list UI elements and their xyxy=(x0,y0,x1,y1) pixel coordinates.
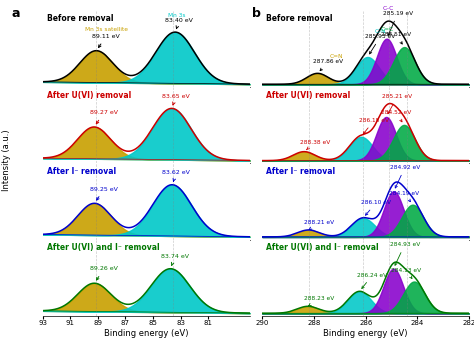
Text: 284.92 eV: 284.92 eV xyxy=(390,165,420,188)
Text: 284.19 eV: 284.19 eV xyxy=(389,191,419,202)
Text: 89.25 eV: 89.25 eV xyxy=(90,186,118,200)
Text: After U(VI) and I⁻ removal: After U(VI) and I⁻ removal xyxy=(266,244,379,252)
Text: After U(VI) and I⁻ removal: After U(VI) and I⁻ removal xyxy=(47,244,159,252)
Text: 89.11 eV: 89.11 eV xyxy=(92,34,120,48)
Text: 285.19 eV: 285.19 eV xyxy=(383,11,413,35)
Text: 285.93 eV: 285.93 eV xyxy=(365,34,396,54)
Text: Mn 3s: Mn 3s xyxy=(168,13,186,18)
Text: 284.93 eV: 284.93 eV xyxy=(390,242,420,265)
Text: After U(VI) removal: After U(VI) removal xyxy=(266,91,351,100)
Text: Intensity (a.u.): Intensity (a.u.) xyxy=(2,129,11,191)
Text: b: b xyxy=(252,7,261,20)
Text: After U(VI) removal: After U(VI) removal xyxy=(47,91,131,100)
Text: 83.74 eV: 83.74 eV xyxy=(161,255,189,265)
Text: 284.52 eV: 284.52 eV xyxy=(381,110,411,122)
Text: After I⁻ removal: After I⁻ removal xyxy=(266,167,336,176)
Text: a: a xyxy=(11,7,20,20)
X-axis label: Binding energy (eV): Binding energy (eV) xyxy=(323,329,408,338)
Text: 285.21 eV: 285.21 eV xyxy=(383,94,412,114)
Text: 89.26 eV: 89.26 eV xyxy=(90,266,118,280)
Text: After I⁻ removal: After I⁻ removal xyxy=(47,167,116,176)
Text: Before removal: Before removal xyxy=(47,15,113,23)
Text: Mn 3s satellite: Mn 3s satellite xyxy=(84,27,128,32)
Text: 83.40 eV: 83.40 eV xyxy=(165,18,193,29)
Text: 288.23 eV: 288.23 eV xyxy=(304,296,334,306)
X-axis label: Binding energy (eV): Binding energy (eV) xyxy=(104,329,189,338)
Text: C=C: C=C xyxy=(381,27,394,32)
Text: 284.51 eV: 284.51 eV xyxy=(381,32,411,44)
Text: 89.27 eV: 89.27 eV xyxy=(90,110,118,124)
Text: 287.86 eV: 287.86 eV xyxy=(313,59,344,71)
Text: C–N: C–N xyxy=(374,29,386,34)
Text: C–C: C–C xyxy=(383,6,394,11)
Text: Before removal: Before removal xyxy=(266,15,333,23)
Text: 286.24 eV: 286.24 eV xyxy=(357,273,388,289)
Text: 284.13 eV: 284.13 eV xyxy=(391,268,421,278)
Text: 286.10 eV: 286.10 eV xyxy=(361,200,391,215)
Text: 286.18 eV: 286.18 eV xyxy=(359,118,389,134)
Text: 83.65 eV: 83.65 eV xyxy=(162,94,190,105)
Text: 288.21 eV: 288.21 eV xyxy=(304,220,334,230)
Text: 288.38 eV: 288.38 eV xyxy=(300,140,330,150)
Text: 83.62 eV: 83.62 eV xyxy=(163,170,190,181)
Text: C=N: C=N xyxy=(330,54,344,60)
